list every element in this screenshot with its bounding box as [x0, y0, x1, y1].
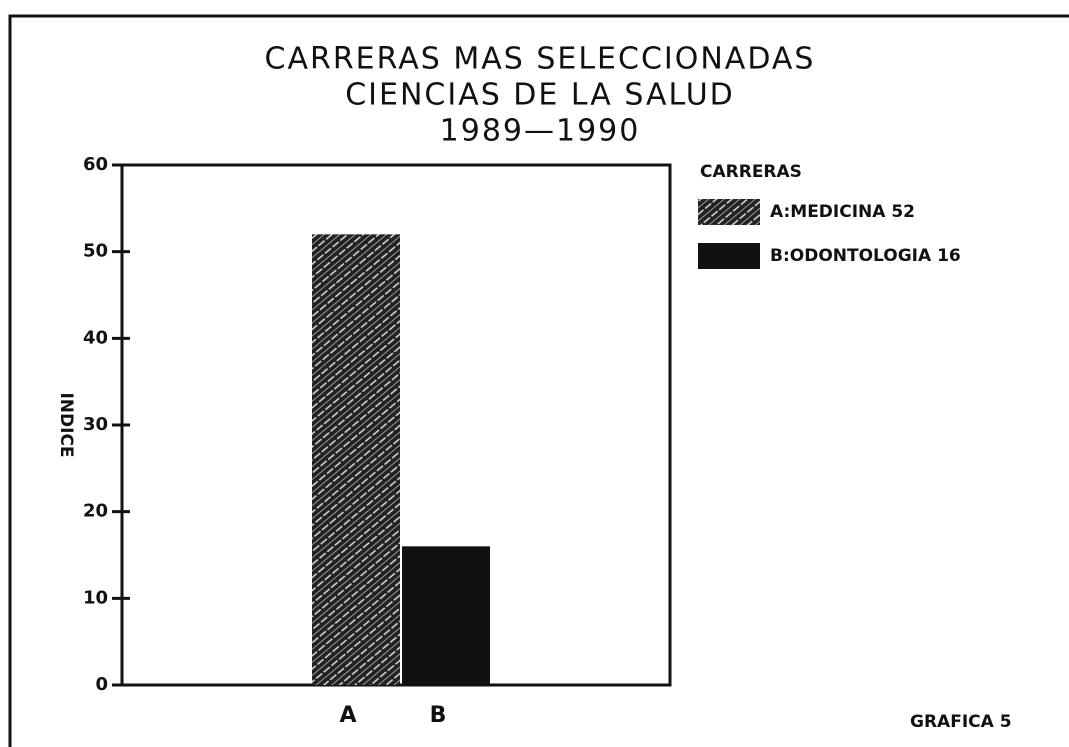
page-frame: [8, 14, 1069, 747]
title-line: 1989—1990: [440, 114, 641, 149]
y-tick-label: 0: [95, 674, 108, 695]
legend-label: A:MEDICINA 52: [770, 202, 915, 222]
y-tick-label: 20: [83, 501, 108, 522]
y-tick-label: 50: [83, 241, 108, 262]
legend-swatch: [698, 243, 760, 269]
y-tick-label: 40: [83, 327, 108, 348]
footer: GRAFICA 5: [910, 712, 1012, 732]
y-tick-label: 10: [83, 587, 108, 608]
x-tick-label: B: [430, 703, 447, 728]
title-line: CIENCIAS DE LA SALUD: [345, 78, 735, 113]
legend-label: B:ODONTOLOGIA 16: [770, 246, 961, 266]
title-line: CARRERAS MAS SELECCIONADAS: [265, 42, 816, 77]
y-tick-label: 60: [83, 154, 108, 175]
legend-title: CARRERAS: [700, 162, 802, 182]
bar: [312, 234, 400, 686]
y-axis-label: INDICE: [56, 392, 76, 457]
y-tick-label: 30: [83, 414, 108, 435]
x-tick-label: A: [339, 703, 356, 728]
legend-swatch: [698, 199, 760, 225]
bar: [402, 546, 490, 685]
